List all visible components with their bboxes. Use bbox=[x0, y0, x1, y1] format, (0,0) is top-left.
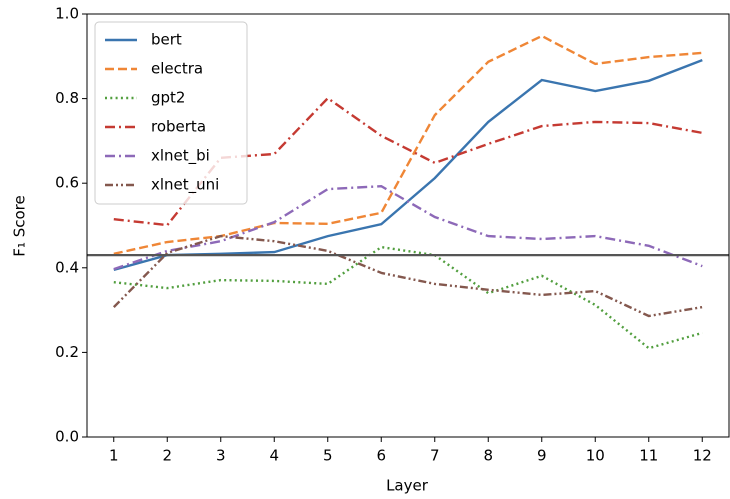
x-tick-label: 2 bbox=[162, 447, 172, 465]
series-line bbox=[113, 245, 703, 350]
legend: bert electra gpt2 roberta xlnet_bi xlnet_uni bbox=[94, 21, 248, 205]
y-tick-label: 0.4 bbox=[55, 258, 79, 276]
x-tick-label: 8 bbox=[483, 447, 493, 465]
y-tick-label: 0.0 bbox=[55, 428, 79, 446]
x-tick-label: 4 bbox=[269, 447, 279, 465]
legend-label: bert bbox=[151, 31, 182, 49]
series-line bbox=[113, 184, 703, 271]
plot-frame bbox=[86, 13, 730, 438]
x-tick-label: 5 bbox=[323, 447, 333, 465]
y-tick-label: 0.6 bbox=[55, 174, 79, 192]
legend-label: xlnet_bi bbox=[151, 147, 210, 166]
y-tick-label: 0.8 bbox=[55, 89, 79, 107]
y-axis-label: F₁ Score bbox=[11, 195, 29, 256]
y-tick-label: 1.0 bbox=[55, 5, 79, 23]
legend-box bbox=[94, 21, 248, 205]
x-axis-label: Layer bbox=[386, 477, 429, 495]
legend-label: gpt2 bbox=[151, 89, 185, 107]
x-tick-label: 1 bbox=[109, 447, 119, 465]
x-tick-label: 11 bbox=[639, 447, 658, 465]
series-line bbox=[112, 234, 703, 318]
legend-label: roberta bbox=[151, 118, 206, 136]
x-tick-label: 9 bbox=[537, 447, 547, 465]
series-line bbox=[113, 34, 703, 255]
x-tick-label: 10 bbox=[586, 447, 605, 465]
x-tick-label: 3 bbox=[216, 447, 226, 465]
legend-label: electra bbox=[151, 60, 203, 78]
x-tick-label: 12 bbox=[693, 447, 712, 465]
y-tick-label: 0.2 bbox=[55, 343, 79, 361]
x-tick-label: 6 bbox=[376, 447, 386, 465]
legend-label: xlnet_uni bbox=[151, 176, 219, 195]
x-tick-label: 7 bbox=[430, 447, 440, 465]
